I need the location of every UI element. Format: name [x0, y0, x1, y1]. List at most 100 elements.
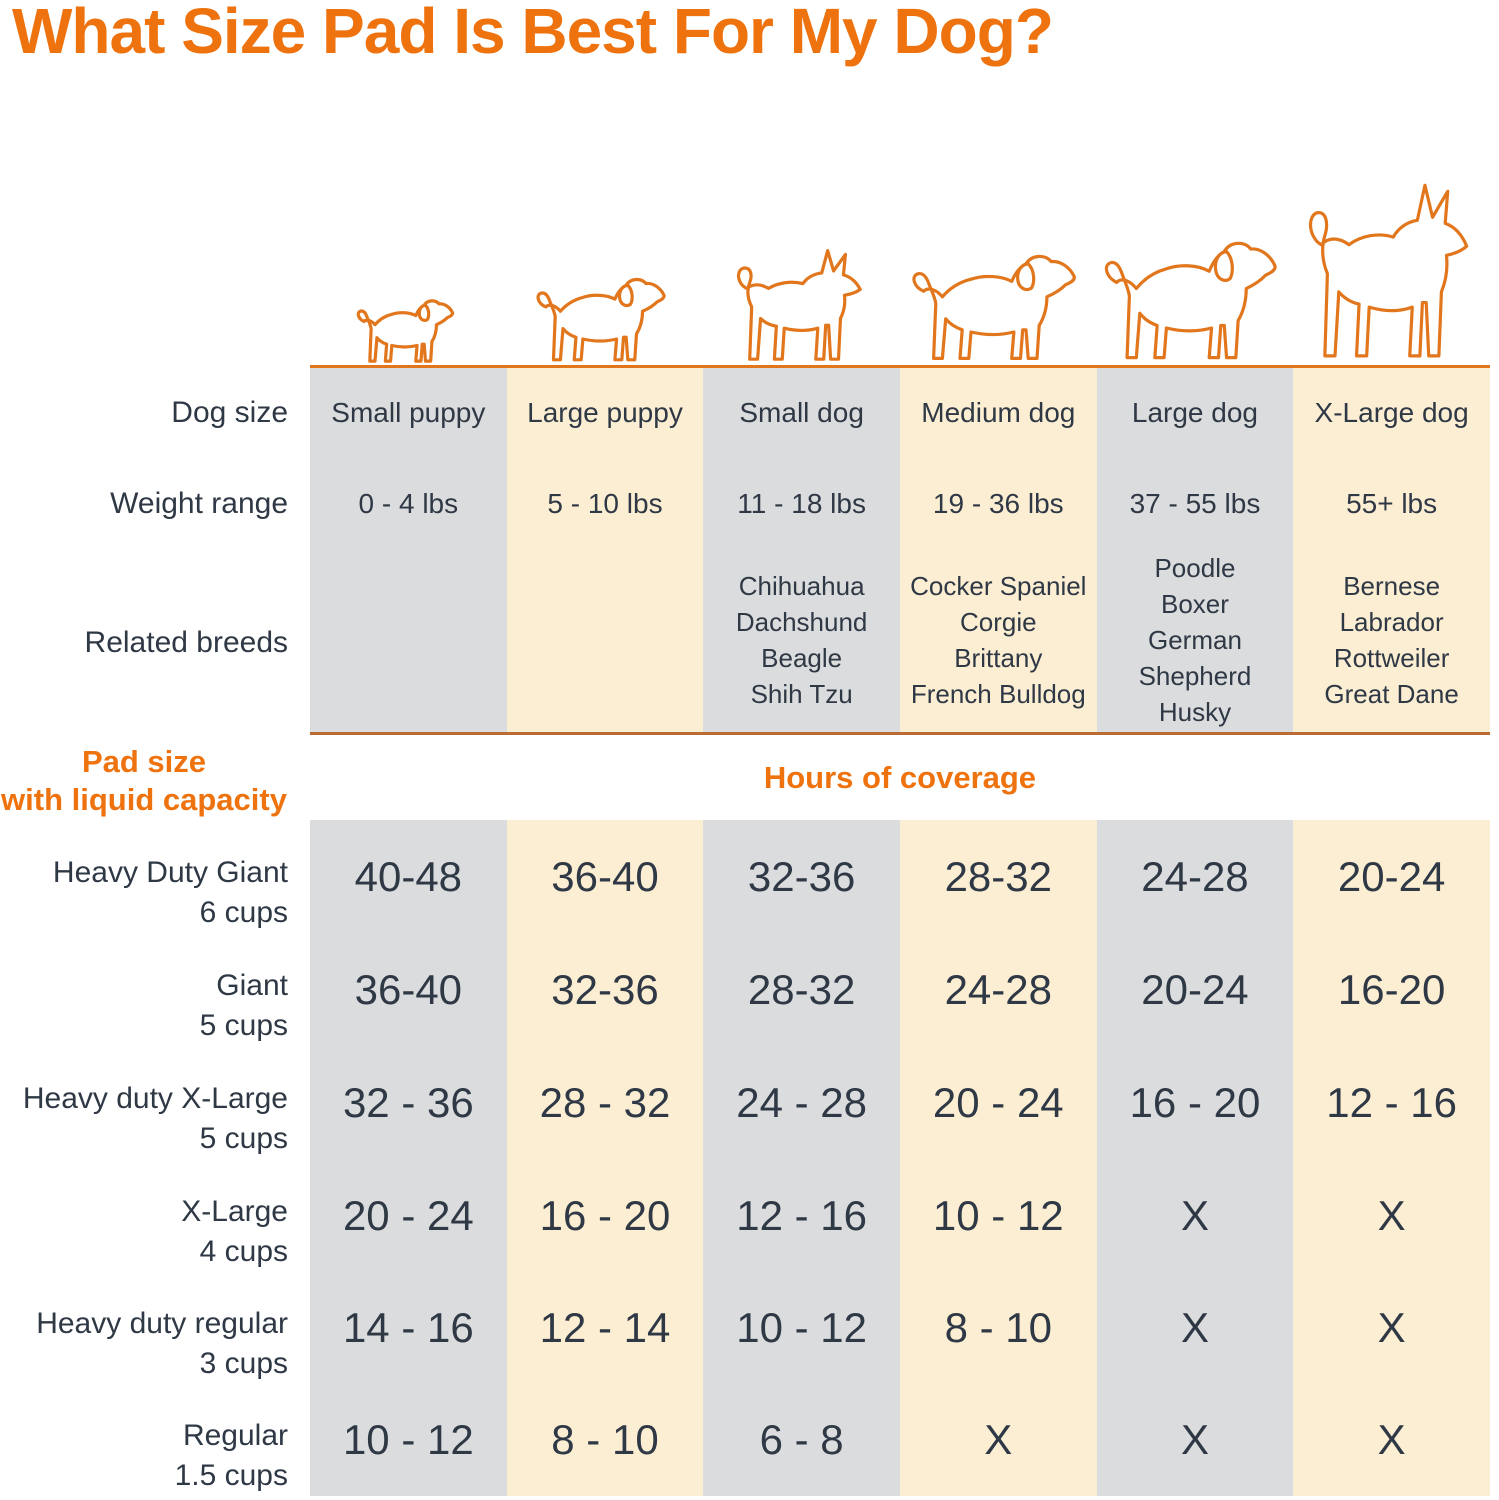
hours-cell: X: [1096, 1272, 1294, 1384]
column-header-xlarge-dog: X-Large dog: [1293, 368, 1490, 458]
hours-cell: 8 - 10: [506, 1384, 704, 1496]
pad-capacity: 5 cups: [199, 1009, 288, 1043]
hours-cell: 10 - 12: [703, 1272, 900, 1384]
hours-cell: 20-24: [1293, 820, 1490, 933]
hours-cell: 36-40: [506, 820, 704, 933]
hours-cell: 16-20: [1293, 933, 1490, 1046]
dog-illustration-large-dog: [1096, 168, 1294, 368]
weight-small-dog: 11 - 18 lbs: [703, 458, 900, 550]
hours-cell: 6 - 8: [703, 1384, 900, 1496]
weight-large-dog: 37 - 55 lbs: [1096, 458, 1294, 550]
dog-illustration-small-puppy: [310, 168, 507, 368]
pad-name: Giant: [216, 969, 288, 1003]
breed-item: German Shepherd: [1138, 625, 1252, 691]
row-label-weight-range: Weight range: [110, 487, 288, 520]
hours-cell: 10 - 12: [899, 1159, 1097, 1272]
hours-cell: 24-28: [1096, 820, 1294, 933]
hours-cell: 24-28: [899, 933, 1097, 1046]
hours-cell: 16 - 20: [506, 1159, 704, 1272]
hours-cell: X: [1096, 1159, 1294, 1272]
pad-row-label-regular: Regular 1.5 cups: [0, 1384, 310, 1496]
hours-cell: 12 - 16: [1293, 1046, 1490, 1159]
pad-row-label-heavy-duty-xlarge: Heavy duty X-Large 5 cups: [0, 1046, 310, 1159]
column-header-small-dog: Small dog: [703, 368, 900, 458]
hours-cell: 20 - 24: [310, 1159, 507, 1272]
pad-size-section-label: Pad size with liquid capacity: [0, 735, 310, 820]
small-dog-icon: [736, 249, 862, 361]
pad-size-label-line2: with liquid capacity: [1, 782, 287, 818]
pad-capacity: 6 cups: [199, 896, 288, 930]
pad-capacity: 1.5 cups: [174, 1459, 288, 1493]
breed-item: Cocker Spaniel: [910, 571, 1087, 602]
hours-cell: 36-40: [310, 933, 507, 1046]
hours-cell: 28 - 32: [506, 1046, 704, 1159]
hours-cell: 10 - 12: [310, 1384, 507, 1496]
pad-name: Regular: [182, 1419, 288, 1453]
hours-cell: 28-32: [899, 820, 1097, 933]
breed-item: Rottweiler: [1333, 643, 1450, 673]
pad-capacity: 5 cups: [199, 1122, 288, 1156]
hours-cell: 16 - 20: [1096, 1046, 1294, 1159]
pad-row-label-heavy-duty-regular: Heavy duty regular 3 cups: [0, 1272, 310, 1384]
hours-cell: 24 - 28: [703, 1046, 900, 1159]
weight-small-puppy: 0 - 4 lbs: [310, 458, 507, 550]
pad-name: Heavy duty X-Large: [22, 1082, 288, 1116]
hours-cell: X: [899, 1384, 1097, 1496]
weight-large-puppy: 5 - 10 lbs: [506, 458, 704, 550]
breed-item: Boxer: [1160, 589, 1229, 620]
pad-row-label-giant: Giant 5 cups: [0, 933, 310, 1046]
hours-cell: 12 - 14: [506, 1272, 704, 1384]
pad-capacity: 4 cups: [199, 1235, 288, 1269]
breed-item: Labrador: [1339, 607, 1444, 638]
row-label-related-breeds: Related breeds: [84, 625, 288, 659]
breed-item: Great Dane: [1324, 678, 1459, 709]
pad-capacity: 3 cups: [199, 1347, 288, 1381]
hours-cell: 20 - 24: [899, 1046, 1097, 1159]
pad-size-label-line1: Pad size: [81, 743, 207, 779]
dog-illustration-small-dog: [703, 168, 900, 368]
breeds-small-puppy: [310, 550, 507, 735]
breed-item: Husky: [1158, 696, 1232, 727]
hours-cell: 28-32: [703, 933, 900, 1046]
hours-cell: 8 - 10: [899, 1272, 1097, 1384]
hours-cell: 40-48: [310, 820, 507, 933]
breeds-xlarge-dog: Bernese Labrador Rottweiler Great Dane: [1293, 550, 1490, 735]
page-title: What Size Pad Is Best For My Dog?: [12, 0, 1054, 67]
large-dog-icon: [1104, 241, 1277, 360]
weight-medium-dog: 19 - 36 lbs: [899, 458, 1097, 550]
hours-cell: 32-36: [506, 933, 704, 1046]
hours-cell: X: [1096, 1384, 1294, 1496]
hours-cell: 14 - 16: [310, 1272, 507, 1384]
small-puppy-dog-icon: [357, 299, 455, 363]
xlarge-dog-icon: [1297, 167, 1487, 365]
medium-dog-icon: [911, 254, 1076, 361]
hours-cell: X: [1293, 1272, 1490, 1384]
breed-item: Corgie: [960, 607, 1037, 638]
breed-item: Dachshund: [735, 607, 868, 638]
breed-item: French Bulldog: [910, 678, 1086, 709]
pad-name: Heavy Duty Giant: [52, 856, 288, 890]
breed-item: Shih Tzu: [750, 678, 853, 709]
size-comparison-table: Dog size Small puppy Large puppy Small d…: [0, 168, 1490, 1496]
breeds-small-dog: Chihuahua Dachshund Beagle Shih Tzu: [703, 550, 900, 735]
hours-cell: 32-36: [703, 820, 900, 933]
hours-cell: 32 - 36: [310, 1046, 507, 1159]
hours-cell: 20-24: [1096, 933, 1294, 1046]
breeds-large-puppy: [506, 550, 704, 735]
pad-row-label-xlarge: X-Large 4 cups: [0, 1159, 310, 1272]
hours-cell: X: [1293, 1384, 1490, 1496]
column-header-large-dog: Large dog: [1096, 368, 1294, 458]
breed-item: Chihuahua: [738, 571, 865, 602]
breeds-medium-dog: Cocker Spaniel Corgie Brittany French Bu…: [899, 550, 1097, 735]
row-label-dog-size: Dog size: [171, 396, 288, 429]
column-header-large-puppy: Large puppy: [506, 368, 704, 458]
hours-cell: X: [1293, 1159, 1490, 1272]
breed-item: Brittany: [954, 643, 1043, 673]
hours-cell: 12 - 16: [703, 1159, 900, 1272]
dog-illustration-medium-dog: [899, 168, 1097, 368]
dog-illustration-xlarge-dog: [1293, 168, 1490, 368]
breed-item: Poodle: [1154, 553, 1236, 584]
breeds-large-dog: Poodle Boxer German Shepherd Husky: [1096, 550, 1294, 735]
column-header-medium-dog: Medium dog: [899, 368, 1097, 458]
large-puppy-dog-icon: [537, 278, 667, 362]
